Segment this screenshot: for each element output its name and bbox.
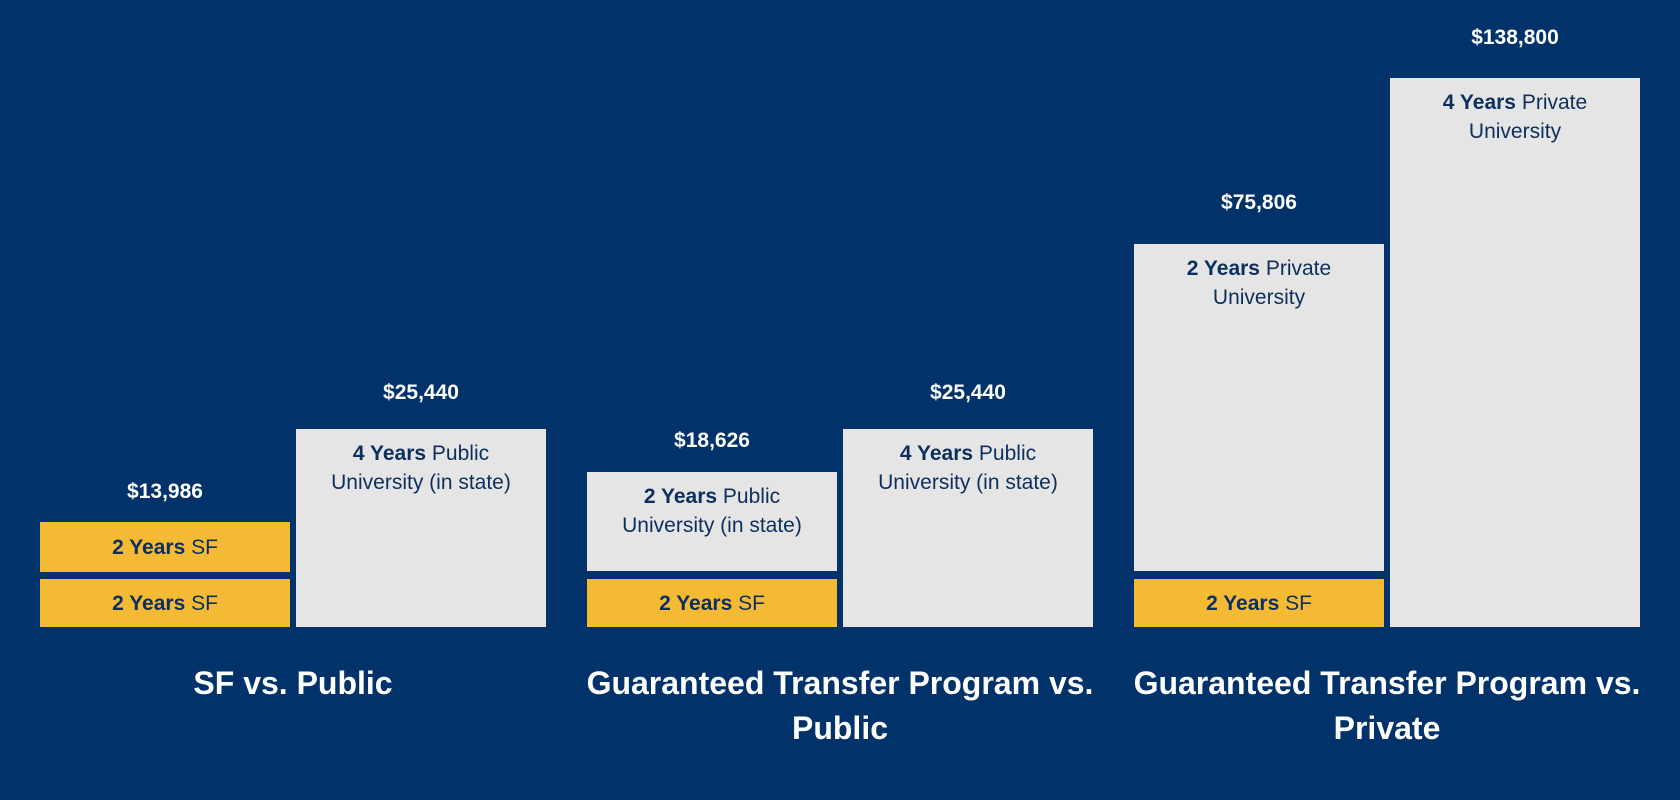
bar-total-label: $18,626 [674, 429, 750, 452]
segment-label: 2 Years SF [659, 589, 765, 618]
segment-label-duration: 2 Years [1206, 591, 1280, 615]
bar-segment-sf: 2 Years SF [40, 579, 290, 627]
segment-label: 4 Years Private University [1390, 88, 1640, 146]
bar-total-label: $25,440 [383, 381, 459, 404]
group-title: Guaranteed Transfer Program vs. Private [1133, 665, 1641, 746]
segment-label-institution: SF [185, 535, 218, 559]
segment-label-institution: Private University [1212, 257, 1332, 309]
group-title: Guaranteed Transfer Program vs. Public [586, 665, 1094, 746]
bar-total-label: $25,440 [930, 381, 1006, 404]
segment-label: 2 Years SF [112, 589, 218, 618]
bar-segment-sf: 2 Years SF [587, 579, 837, 627]
segment-label: 2 Years SF [112, 533, 218, 562]
segment-label-institution: Private University [1468, 91, 1588, 143]
segment-label-duration: 4 Years [352, 442, 427, 465]
bar-total-label: $138,800 [1471, 26, 1559, 49]
segment-label-duration: 4 Years [1442, 91, 1516, 114]
segment-label-institution: Public University (in state) [331, 442, 511, 494]
segment-label-duration: 4 Years [899, 442, 974, 465]
bar-segment-sf: 2 Years SF [1134, 579, 1384, 627]
bar-segment-university: 4 Years Public University (in state) [296, 429, 546, 627]
group-title: SF vs. Public [193, 665, 393, 701]
segment-label-institution: SF [732, 591, 765, 615]
segment-label-duration: 2 Years [643, 485, 718, 508]
segment-label-institution: SF [1279, 591, 1312, 615]
segment-label-duration: 2 Years [112, 591, 186, 615]
bar-segment-sf: 2 Years SF [40, 522, 290, 572]
segment-label-institution: Public University (in state) [878, 442, 1058, 494]
bar-segment-university: 2 Years Private University [1134, 244, 1384, 571]
segment-label: 2 Years Private University [1134, 254, 1384, 312]
segment-label-institution: Public University (in state) [622, 485, 802, 537]
segment-label: 4 Years Public University (in state) [296, 439, 546, 497]
segment-label-duration: 2 Years [112, 535, 186, 559]
segment-label: 2 Years Public University (in state) [587, 482, 837, 540]
bar-segment-university: 4 Years Private University [1390, 78, 1640, 627]
bar-segment-university: 2 Years Public University (in state) [587, 472, 837, 571]
segment-label: 2 Years SF [1206, 589, 1312, 618]
segment-label: 4 Years Public University (in state) [843, 439, 1093, 497]
segment-label-institution: SF [185, 591, 218, 615]
bar-total-label: $13,986 [127, 480, 203, 503]
segment-label-duration: 2 Years [1186, 257, 1260, 280]
bar-segment-university: 4 Years Public University (in state) [843, 429, 1093, 627]
bar-total-label: $75,806 [1221, 191, 1297, 214]
segment-label-duration: 2 Years [659, 591, 733, 615]
